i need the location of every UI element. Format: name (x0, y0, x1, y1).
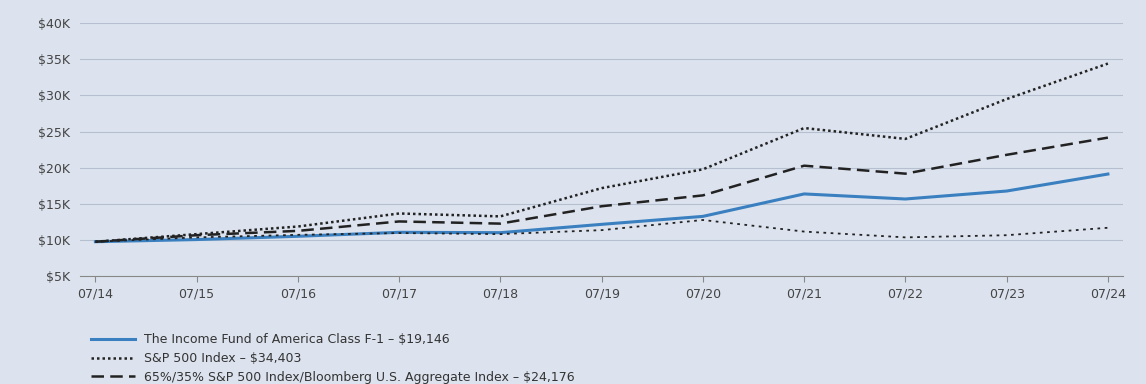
Legend: The Income Fund of America Class F-1 – $19,146, S&P 500 Index – $34,403, 65%/35%: The Income Fund of America Class F-1 – $… (86, 328, 580, 384)
